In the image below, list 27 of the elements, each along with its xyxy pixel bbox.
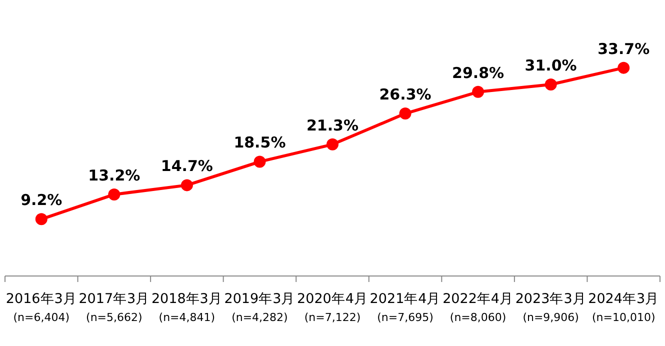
- point: [472, 86, 484, 98]
- x-tick-label: 2024年3月 (n=10,010): [588, 291, 660, 324]
- point: [399, 108, 412, 120]
- point: [254, 156, 266, 168]
- data-label: 21.3%: [306, 116, 359, 134]
- x-tick-label: 2018年3月 (n=4,841): [151, 291, 222, 324]
- x-tick-label: 2021年4月 (n=7,695): [370, 291, 441, 324]
- point: [35, 213, 48, 226]
- point: [180, 179, 193, 192]
- data-label: 29.8%: [452, 64, 504, 82]
- point: [326, 138, 338, 150]
- data-label: 33.7%: [598, 40, 650, 58]
- data-label: 9.2%: [20, 191, 62, 210]
- data-label: 14.7%: [160, 157, 213, 176]
- data-label: 18.5%: [234, 134, 286, 152]
- x-tick-label: 2020年4月 (n=7,122): [297, 291, 368, 324]
- data-label: 31.0%: [524, 56, 577, 74]
- data-label: 13.2%: [88, 166, 140, 184]
- x-tick-label: 2022年4月 (n=8,060): [442, 291, 514, 324]
- data-label: 26.3%: [379, 86, 432, 104]
- x-tick-label: 2023年3月 (n=9,906): [515, 291, 586, 324]
- x-tick-label: 2016年3月 (n=6,404): [6, 291, 77, 324]
- point: [108, 188, 120, 200]
- point: [618, 62, 630, 74]
- point: [544, 78, 557, 90]
- x-tick-label: 2019年3月 (n=4,282): [224, 291, 296, 324]
- x-tick-label: 2017年3月 (n=5,662): [78, 291, 150, 324]
